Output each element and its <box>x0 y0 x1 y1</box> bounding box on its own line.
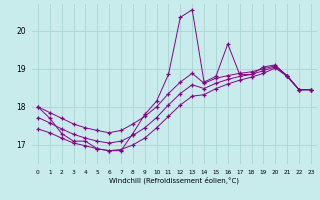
X-axis label: Windchill (Refroidissement éolien,°C): Windchill (Refroidissement éolien,°C) <box>109 177 239 184</box>
